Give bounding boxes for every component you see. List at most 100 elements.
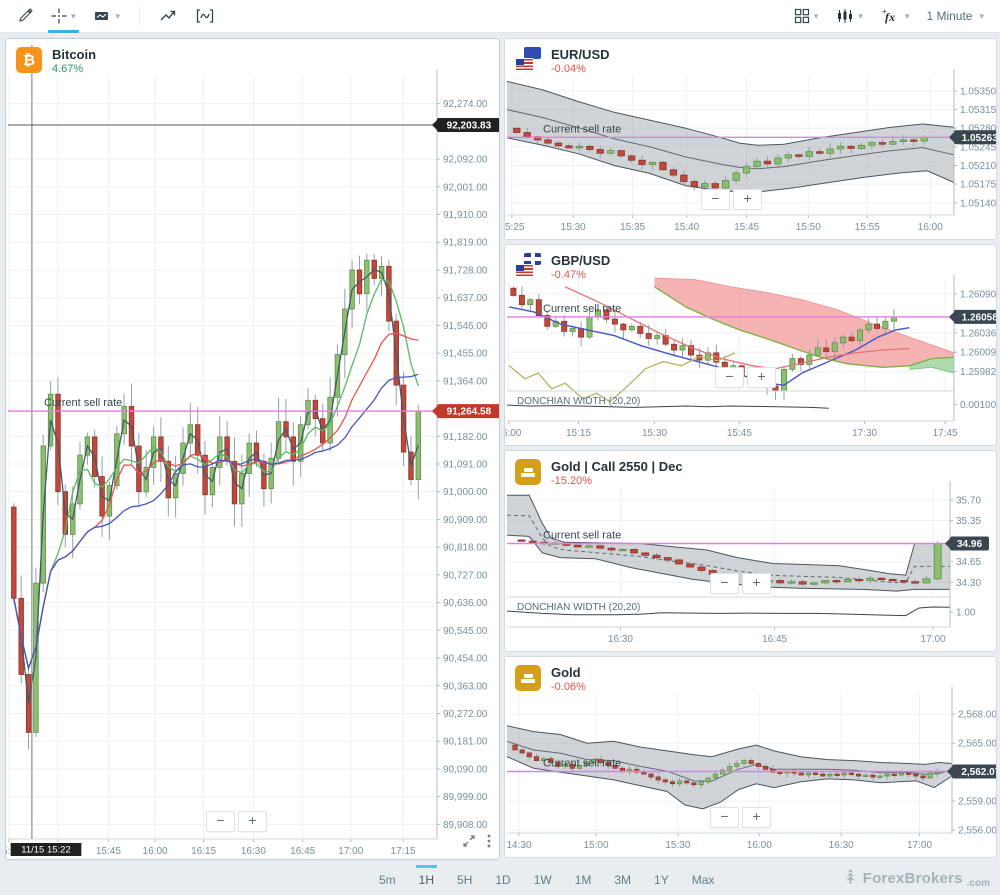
svg-text:91,364.00: 91,364.00: [443, 376, 488, 387]
svg-text:92,274.00: 92,274.00: [443, 99, 488, 110]
svg-text:90,545.00: 90,545.00: [443, 626, 488, 637]
zoom-out-button[interactable]: −: [710, 807, 739, 828]
zoom-in-button[interactable]: +: [742, 573, 771, 594]
svg-text:17:30: 17:30: [852, 428, 877, 439]
timeframe-selector: 5m 1H 5H 1D 1W 1M 3M 1Y Max: [368, 864, 725, 893]
uk-flag: [524, 253, 541, 265]
svg-text:11/15 15:22: 11/15 15:22: [21, 845, 70, 856]
crosshair-tool-button[interactable]: ▾: [44, 4, 83, 33]
timeframe-3M[interactable]: 3M: [614, 872, 632, 887]
fx-functions-icon: fx +: [881, 8, 901, 24]
gold-bars-icon: [515, 459, 541, 485]
svg-text:16:00: 16:00: [143, 846, 168, 857]
timeframe-1W[interactable]: 1W: [533, 872, 552, 887]
compare-symbols-button[interactable]: ▾: [829, 4, 870, 28]
interval-dropdown[interactable]: 1 Minute ▾: [920, 5, 990, 27]
price-chart-gold[interactable]: 2,568.00 2,565.00 2,559.00 2,556.00 14:30 15:…: [505, 657, 996, 857]
svg-text:15:50: 15:50: [796, 222, 821, 233]
price-chart-gold-call[interactable]: 35.70 35.35 34.65 34.30 16:30 16:45 17:00 DONCH…: [505, 451, 996, 651]
timeframe-1H[interactable]: 1H: [408, 864, 445, 893]
svg-text:15:40: 15:40: [674, 222, 699, 233]
zoom-controls: − +: [701, 189, 762, 210]
svg-text:1.05245: 1.05245: [960, 142, 996, 153]
svg-text:89,908.00: 89,908.00: [443, 820, 488, 831]
toolbar-left-tools: ▾ ▾: [10, 4, 222, 33]
svg-text:15:55: 15:55: [855, 222, 880, 233]
svg-text:15:45: 15:45: [734, 222, 759, 233]
svg-text:90,363.00: 90,363.00: [443, 681, 488, 692]
svg-text:15:25: 15:25: [505, 222, 525, 233]
zoom-controls: − +: [710, 573, 771, 594]
svg-text:34.96: 34.96: [957, 539, 982, 550]
svg-text:92,001.00: 92,001.00: [443, 182, 488, 193]
svg-text:2,565.00: 2,565.00: [958, 739, 996, 750]
svg-text:15:00: 15:00: [583, 840, 608, 851]
gold-header: Gold -0.06%: [515, 665, 586, 694]
chart-change: -0.06%: [551, 681, 586, 693]
svg-text:Current sell rate: Current sell rate: [543, 529, 621, 541]
zoom-controls: − +: [710, 807, 771, 828]
svg-text:34.30: 34.30: [956, 578, 981, 589]
zoom-in-button[interactable]: +: [733, 189, 762, 210]
svg-text:91,819.00: 91,819.00: [443, 238, 488, 249]
interval-value: 1 Minute: [926, 9, 973, 23]
chart-panel-gbpusd: GBP/USD -0.47% 1.26090 1.26036 1.26009 1.25…: [504, 244, 997, 446]
svg-text:35.70: 35.70: [956, 495, 981, 506]
svg-text:15:45: 15:45: [727, 428, 752, 439]
timeframe-1Y[interactable]: 1Y: [654, 872, 669, 887]
more-options-icon[interactable]: [487, 834, 491, 853]
svg-text:Current sell rate: Current sell rate: [543, 123, 621, 135]
chart-change: -15.20%: [551, 475, 592, 487]
zoom-in-button[interactable]: +: [238, 811, 267, 832]
svg-text:1.26090: 1.26090: [960, 289, 996, 300]
pencil-icon: [17, 8, 33, 24]
price-chart-bitcoin[interactable]: 92,274.00 92,092.00 92,001.00 91,910.00 91,8…: [6, 39, 499, 859]
zoom-out-button[interactable]: −: [206, 811, 235, 832]
chart-change: -0.47%: [551, 269, 586, 281]
zoom-out-button[interactable]: −: [715, 367, 744, 388]
timeframe-5m[interactable]: 5m: [379, 872, 396, 887]
indicators-button[interactable]: [188, 4, 222, 28]
expand-icon[interactable]: [463, 834, 475, 853]
zoom-out-button[interactable]: −: [710, 573, 739, 594]
svg-text:15:00: 15:00: [505, 428, 522, 439]
svg-text:16:00: 16:00: [747, 840, 772, 851]
chart-title: Bitcoin: [52, 47, 97, 62]
draw-tool-button[interactable]: [10, 4, 40, 28]
svg-text:1.00: 1.00: [956, 608, 976, 619]
svg-text:90,727.00: 90,727.00: [443, 570, 488, 581]
zoom-in-button[interactable]: +: [742, 807, 771, 828]
svg-text:90,181.00: 90,181.00: [443, 737, 488, 748]
brand-name: ForexBrokers: [862, 870, 963, 887]
price-chart-eurusd[interactable]: 1.05350 1.05315 1.05280 1.05245 1.05210 1.051…: [505, 39, 996, 239]
chart-panel-gold-call: Gold | Call 2550 | Dec -15.20% 35.70 35.3…: [504, 450, 997, 652]
chart-title: GBP/USD: [551, 253, 611, 268]
svg-text:+: +: [882, 8, 887, 16]
chart-corner-actions: [463, 834, 491, 853]
svg-text:16:30: 16:30: [608, 634, 633, 645]
timeframe-Max[interactable]: Max: [691, 872, 715, 887]
trend-line-icon: [159, 8, 177, 24]
svg-text:Current sell rate: Current sell rate: [543, 303, 621, 315]
svg-text:2,556.00: 2,556.00: [958, 826, 996, 837]
top-toolbar: ▾ ▾ ▾ ▾ fx + ▾ 1 Minute ▾: [0, 0, 1000, 33]
functions-button[interactable]: fx + ▾: [874, 4, 917, 28]
timeframe-5H[interactable]: 5H: [457, 872, 473, 887]
eu-flag: [524, 47, 541, 59]
chart-title: Gold | Call 2550 | Dec: [551, 459, 683, 474]
zoom-out-button[interactable]: −: [701, 189, 730, 210]
chart-style-button[interactable]: ▾: [87, 4, 128, 28]
svg-text:1.05210: 1.05210: [960, 161, 996, 172]
svg-text:1.05315: 1.05315: [960, 105, 996, 116]
zoom-controls: − +: [715, 367, 776, 388]
us-flag: [515, 58, 534, 72]
svg-text:17:45: 17:45: [933, 428, 958, 439]
zoom-in-button[interactable]: +: [747, 367, 776, 388]
timeframe-1D[interactable]: 1D: [495, 872, 511, 887]
trend-line-tool-button[interactable]: [152, 4, 184, 28]
svg-text:1.26036: 1.26036: [960, 328, 996, 339]
layout-grid-button[interactable]: ▾: [787, 4, 826, 28]
svg-text:Current sell rate: Current sell rate: [44, 397, 122, 409]
svg-text:17:00: 17:00: [921, 634, 946, 645]
timeframe-1M[interactable]: 1M: [574, 872, 592, 887]
